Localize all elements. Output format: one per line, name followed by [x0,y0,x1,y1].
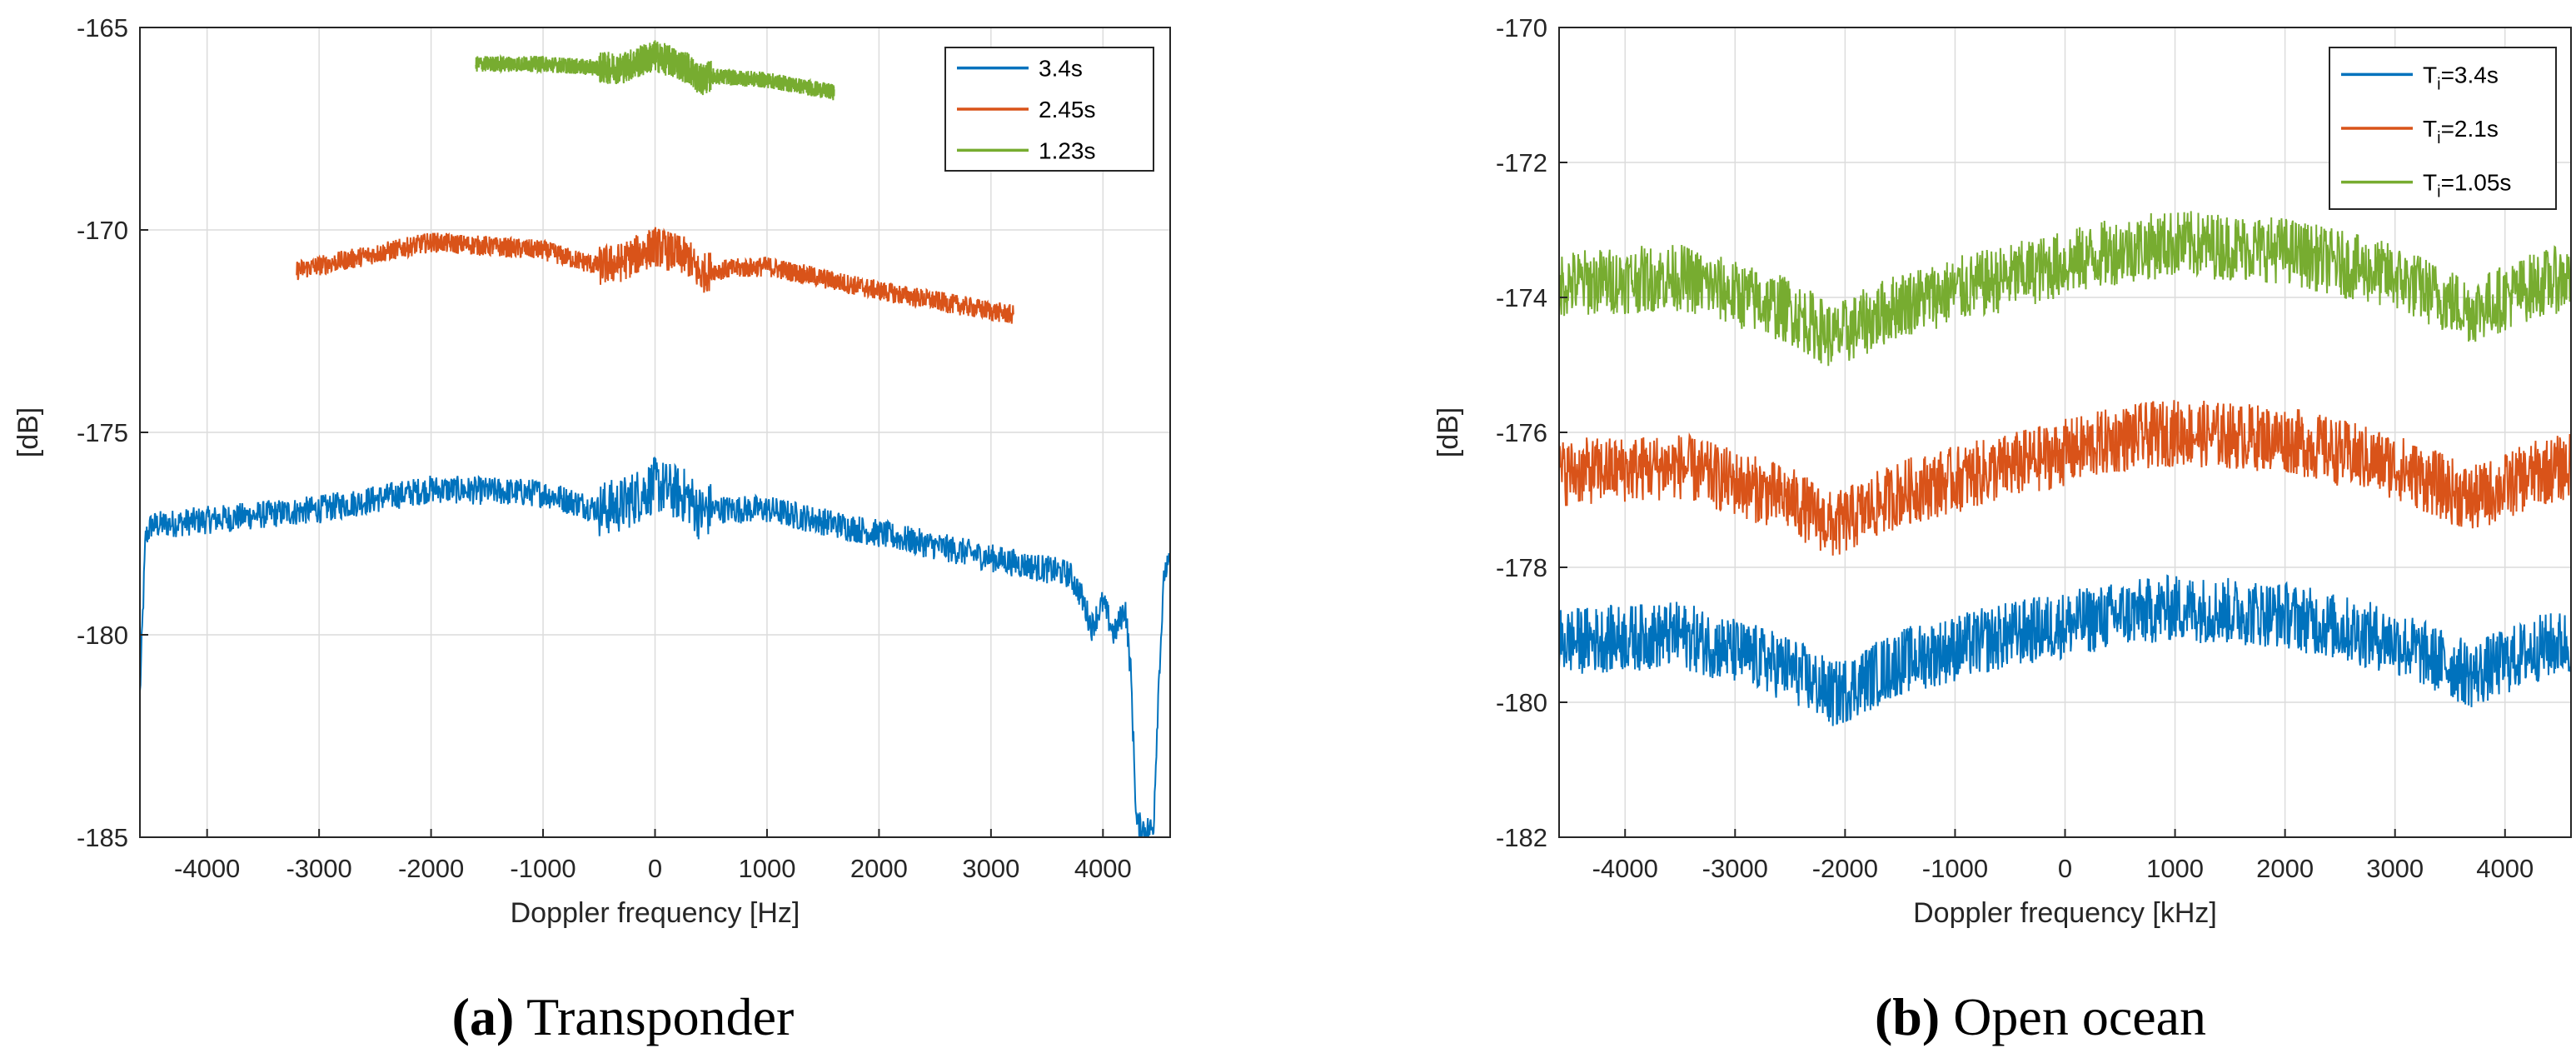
x-tick-label: -1000 [510,854,575,883]
y-axis-label: [dB] [12,407,44,457]
y-axis-label: [dB] [1432,407,1464,457]
y-tick-label: -176 [1496,418,1547,447]
x-tick-label: -3000 [1702,854,1768,883]
series-line-2 [1559,400,2571,556]
series-line-1 [140,456,1170,837]
caption: (a) Transponder [452,987,795,1046]
x-tick-label: -4000 [1592,854,1658,883]
y-tick-label: -185 [77,823,128,852]
y-tick-label: -175 [77,418,128,447]
x-tick-label: -1000 [1922,854,1988,883]
series-line-1 [1559,574,2571,726]
x-tick-label: 1000 [2146,854,2204,883]
x-tick-label: 0 [2058,854,2072,883]
x-axis-label: Doppler frequency [kHz] [1913,897,2217,929]
series-layer [140,40,1170,837]
x-tick-label: 3000 [2366,854,2424,883]
x-tick-label: 4000 [1074,854,1132,883]
tick-labels: -4000 -3000 -2000 -1000 0 1000 2000 3000 4000 -18… [77,13,1132,883]
legend-entry-label: 2.45s [1039,97,1096,122]
y-tick-label: -165 [77,13,128,42]
legend: Ti=3.4s Ti=2.1s Ti=1.05s [2329,47,2557,210]
caption-letter: (a) [452,987,515,1046]
caption-text: Transponder [514,987,794,1046]
y-tick-label: -180 [77,621,128,650]
caption: (b) Open ocean [1875,987,2206,1046]
x-tick-label: -2000 [398,854,464,883]
y-tick-label: -172 [1496,148,1547,177]
series-layer [1559,211,2571,726]
series-line-2 [296,227,1014,324]
panel-a-transponder: -4000 -3000 -2000 -1000 0 1000 2000 3000 4000 -18… [12,13,1171,1046]
y-tick-label: -170 [1496,13,1547,42]
y-tick-label: -178 [1496,553,1547,582]
caption-text: Open ocean [1940,987,2206,1046]
legend-entry-label: 3.4s [1039,56,1083,82]
panel-b-open-ocean: -4000 -3000 -2000 -1000 0 1000 2000 3000 4000 -18… [1432,13,2572,1046]
legend-entry-label: Ti=3.4s [2423,62,2499,93]
series-line-3 [1559,211,2571,367]
x-tick-label: 2000 [2256,854,2314,883]
legend-entry-label: Ti=2.1s [2423,116,2499,147]
y-tick-label: -174 [1496,283,1547,312]
caption-letter: (b) [1875,987,1940,1046]
x-tick-label: -4000 [174,854,240,883]
tick-labels: -4000 -3000 -2000 -1000 0 1000 2000 3000 4000 -18… [1496,13,2534,883]
y-tick-label: -180 [1496,688,1547,717]
series-line-3 [475,40,835,101]
x-tick-label: -3000 [286,854,351,883]
x-tick-label: -2000 [1812,854,1878,883]
legend: 3.4s 2.45s 1.23s [944,47,1154,172]
x-axis-label: Doppler frequency [Hz] [511,897,800,929]
x-tick-label: 4000 [2476,854,2534,883]
y-tick-label: -182 [1496,823,1547,852]
x-tick-label: 2000 [850,854,908,883]
legend-entry-label: 1.23s [1039,137,1096,163]
x-tick-label: 3000 [962,854,1019,883]
legend-entry-label: Ti=1.05s [2423,170,2511,202]
x-tick-label: 0 [648,854,662,883]
y-tick-label: -170 [77,216,128,245]
x-tick-label: 1000 [738,854,795,883]
